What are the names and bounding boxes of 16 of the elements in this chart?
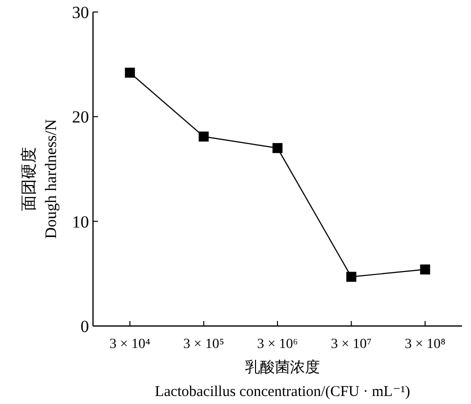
y-tick-label: 30 <box>72 3 89 22</box>
x-tick-label: 3 × 10⁴ <box>110 337 150 352</box>
y-tick-label: 20 <box>72 108 89 127</box>
y-axis-title: 面团硬度 Dough hardness/N <box>20 118 60 239</box>
point <box>198 132 209 142</box>
point <box>346 272 356 282</box>
point <box>420 264 430 274</box>
point <box>272 143 282 154</box>
x-tick-label: 3 × 10⁷ <box>330 337 372 352</box>
x-tick-label: 3 × 10⁸ <box>404 337 446 352</box>
y-tick-label: 10 <box>72 212 89 232</box>
x-tick-label: 3 × 10⁵ <box>183 337 224 352</box>
x-axis-title: 乳酸菌浓度 Lactobacillus concentration/(CFU · mL⁻¹) <box>154 359 410 400</box>
point <box>124 68 135 78</box>
y-tick-label: 0 <box>80 317 89 336</box>
x-tick-label: 3 × 10⁶ <box>257 337 298 352</box>
